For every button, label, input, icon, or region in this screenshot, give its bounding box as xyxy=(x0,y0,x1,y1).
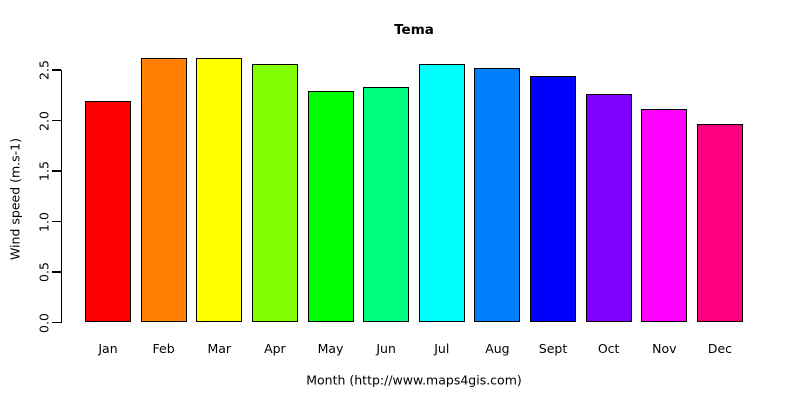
x-tick-label-oct: Oct xyxy=(597,341,620,356)
bar-feb xyxy=(140,57,187,323)
x-tick-label-aug: Aug xyxy=(485,341,510,356)
bar-sept xyxy=(530,76,577,323)
bar-may xyxy=(307,91,354,323)
x-tick-label-jan: Jan xyxy=(98,341,118,356)
y-axis-title: Wind speed (m.s-1) xyxy=(7,137,23,261)
y-tick-label: 2.5 xyxy=(36,60,52,80)
x-tick-label-mar: Mar xyxy=(207,341,232,356)
chart-title: Tema xyxy=(394,22,434,38)
y-tick-label: 1.5 xyxy=(36,161,52,181)
bar-jan xyxy=(85,101,131,323)
y-tick-label: 1.0 xyxy=(36,211,52,232)
y-tick-label: 0.5 xyxy=(36,262,52,282)
x-tick-label-nov: Nov xyxy=(652,341,677,356)
x-tick-label-dec: Dec xyxy=(707,341,733,356)
bar-jun xyxy=(363,87,410,323)
y-tick-mark xyxy=(52,119,61,122)
x-tick-label-may: May xyxy=(317,341,344,356)
x-tick-label-jul: Jul xyxy=(434,341,450,356)
x-tick-label-sept: Sept xyxy=(538,341,568,356)
y-tick-mark xyxy=(52,271,61,273)
x-axis-title: Month (http://www.maps4gis.com) xyxy=(306,372,522,388)
bar-oct xyxy=(585,94,632,323)
y-axis-line xyxy=(60,70,62,323)
bar-aug xyxy=(474,67,521,323)
x-tick-label-apr: Apr xyxy=(264,341,286,356)
y-tick-mark xyxy=(52,321,61,324)
y-tick-mark xyxy=(52,170,61,172)
bar-dec xyxy=(696,123,743,323)
y-tick-label: 0.0 xyxy=(36,312,52,333)
bar-jul xyxy=(418,63,465,323)
bar-mar xyxy=(196,57,243,323)
y-tick-mark xyxy=(52,69,61,71)
x-tick-label-jun: Jun xyxy=(376,341,396,356)
bar-nov xyxy=(641,109,688,323)
bar-apr xyxy=(251,63,298,323)
x-tick-label-feb: Feb xyxy=(152,341,175,356)
y-tick-mark xyxy=(52,220,61,223)
y-tick-label: 2.0 xyxy=(36,110,52,131)
